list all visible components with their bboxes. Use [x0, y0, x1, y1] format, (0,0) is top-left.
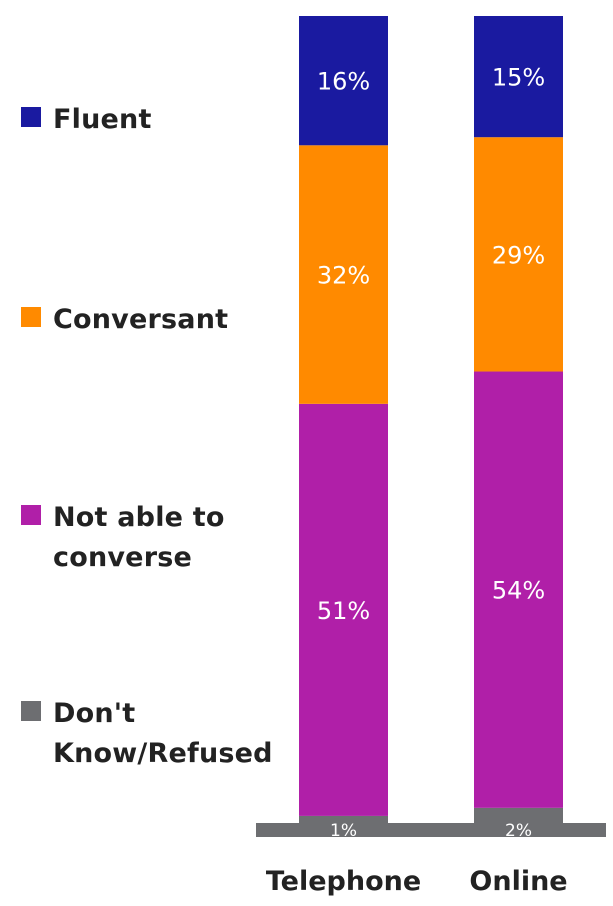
baseline-strip — [256, 823, 606, 837]
legend-item-dont-know: Don't Know/Refused — [21, 694, 273, 774]
legend-label-dont-know: Don't Know/Refused — [53, 698, 273, 769]
legend-swatch-dont-know — [21, 701, 41, 721]
category-label-online: Online — [469, 866, 567, 897]
bar-segment-online-1 — [474, 371, 563, 808]
legend-item-not-able: Not able to converse — [21, 498, 225, 578]
data-label-telephone-1: 51% — [317, 597, 370, 625]
legend-item-conversant: Conversant — [21, 300, 228, 340]
bar-segment-online-0 — [474, 807, 563, 824]
data-label-online-2: 29% — [492, 241, 545, 269]
bar-segment-telephone-3 — [299, 16, 388, 146]
data-label-telephone-2: 32% — [317, 262, 370, 290]
bar-segment-telephone-0 — [299, 815, 388, 824]
legend-swatch-not-able — [21, 505, 41, 525]
bar-segment-telephone-2 — [299, 145, 388, 404]
legend-swatch-conversant — [21, 307, 41, 327]
bar-segment-online-3 — [474, 16, 563, 138]
bar-segment-telephone-1 — [299, 403, 388, 816]
data-label-telephone-0: 1% — [330, 821, 357, 841]
category-label-telephone: Telephone — [266, 866, 421, 897]
legend-label-conversant: Conversant — [53, 304, 229, 335]
data-label-telephone-3: 16% — [317, 68, 370, 96]
bar-segment-online-2 — [474, 137, 563, 372]
legend-label-not-able: Not able to converse — [53, 502, 225, 573]
data-label-online-3: 15% — [492, 64, 545, 92]
legend-item-fluent: Fluent — [21, 100, 152, 140]
data-label-online-0: 2% — [505, 821, 532, 841]
data-label-online-1: 54% — [492, 577, 545, 605]
legend-label-fluent: Fluent — [53, 104, 152, 135]
legend-swatch-fluent — [21, 107, 41, 127]
